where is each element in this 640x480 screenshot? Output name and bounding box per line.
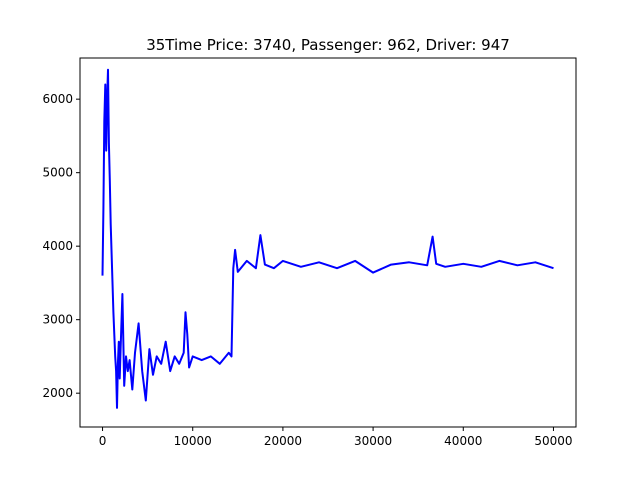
y-tick-label: 5000 <box>42 166 73 180</box>
axes-frame <box>79 57 577 428</box>
y-tick-label: 2000 <box>42 386 73 400</box>
x-tick-label: 0 <box>99 434 107 448</box>
x-tick-label: 20000 <box>264 434 302 448</box>
y-tick-label: 6000 <box>42 92 73 106</box>
chart-title: 35Time Price: 3740, Passenger: 962, Driv… <box>146 36 510 54</box>
y-tick-label: 3000 <box>42 313 73 327</box>
x-tick-label: 10000 <box>174 434 212 448</box>
y-axis: 2000 3000 4000 5000 6000 <box>42 92 80 400</box>
x-tick-label: 50000 <box>534 434 572 448</box>
x-axis: 0 10000 20000 30000 40000 50000 <box>99 427 573 448</box>
x-tick-label: 40000 <box>444 434 482 448</box>
y-tick-label: 4000 <box>42 239 73 253</box>
x-tick-label: 30000 <box>354 434 392 448</box>
plot-area <box>101 68 554 409</box>
series-line-0 <box>101 68 554 409</box>
